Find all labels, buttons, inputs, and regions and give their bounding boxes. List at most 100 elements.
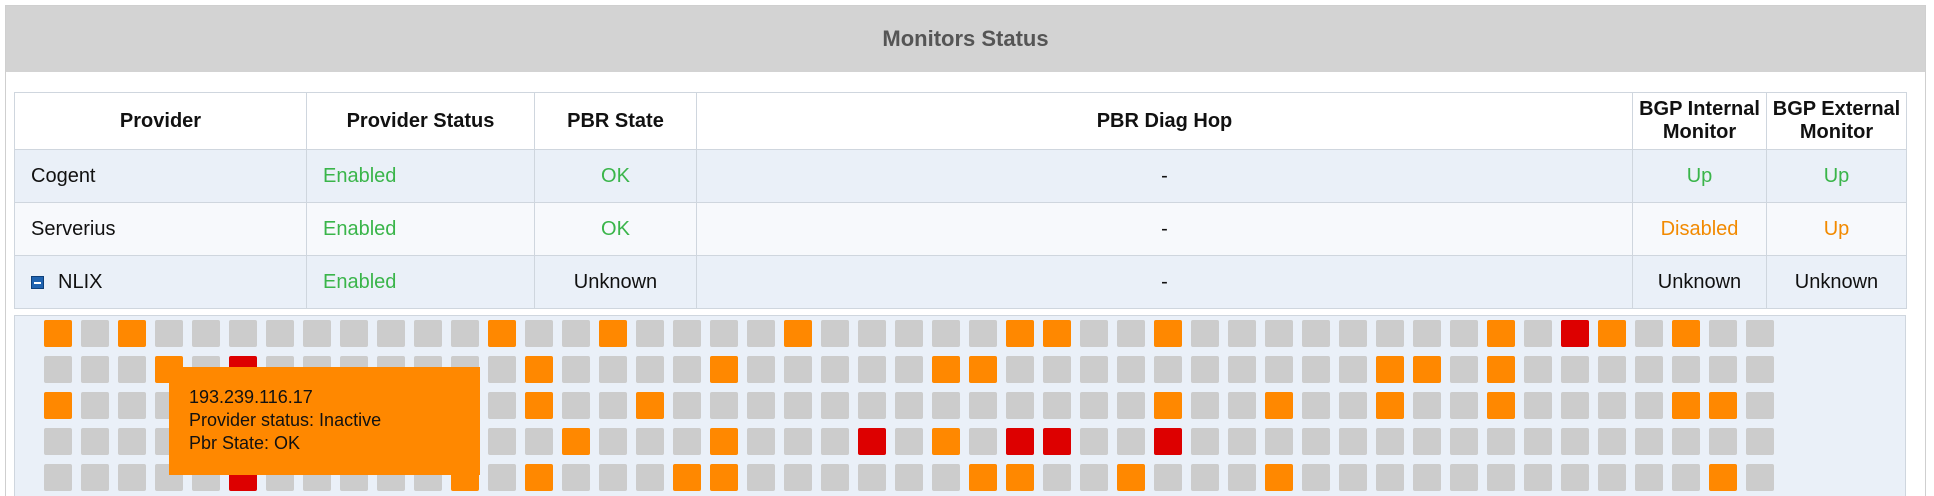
monitor-cell[interactable] xyxy=(1487,464,1515,491)
monitor-cell[interactable] xyxy=(1228,356,1256,383)
monitor-cell[interactable] xyxy=(1376,464,1404,491)
monitor-cell[interactable] xyxy=(932,320,960,347)
monitor-cell[interactable] xyxy=(747,356,775,383)
monitor-cell[interactable] xyxy=(488,356,516,383)
monitor-cell[interactable] xyxy=(44,464,72,491)
monitor-cell[interactable] xyxy=(1746,392,1774,419)
monitor-cell[interactable] xyxy=(1598,320,1626,347)
monitor-cell[interactable] xyxy=(1228,428,1256,455)
monitor-cell[interactable] xyxy=(599,320,627,347)
monitor-cell[interactable] xyxy=(784,320,812,347)
monitor-cell[interactable] xyxy=(44,320,72,347)
monitor-cell[interactable] xyxy=(525,320,553,347)
monitor-cell[interactable] xyxy=(81,464,109,491)
monitor-cell[interactable] xyxy=(1524,356,1552,383)
monitor-cell[interactable] xyxy=(81,428,109,455)
monitor-cell[interactable] xyxy=(44,428,72,455)
monitor-cell[interactable] xyxy=(599,464,627,491)
monitor-cell[interactable] xyxy=(1302,356,1330,383)
monitor-cell[interactable] xyxy=(1043,428,1071,455)
monitor-cell[interactable] xyxy=(1487,428,1515,455)
monitor-cell[interactable] xyxy=(1746,356,1774,383)
monitor-cell[interactable] xyxy=(784,392,812,419)
monitor-cell[interactable] xyxy=(1080,428,1108,455)
monitor-cell[interactable] xyxy=(1339,464,1367,491)
monitor-cell[interactable] xyxy=(1635,428,1663,455)
monitor-cell[interactable] xyxy=(1746,428,1774,455)
monitor-cell[interactable] xyxy=(1561,320,1589,347)
monitor-cell[interactable] xyxy=(1080,356,1108,383)
monitor-cell[interactable] xyxy=(1450,428,1478,455)
monitor-cell[interactable] xyxy=(118,464,146,491)
monitor-cell[interactable] xyxy=(932,464,960,491)
monitor-cell[interactable] xyxy=(562,464,590,491)
monitor-cell[interactable] xyxy=(1672,392,1700,419)
monitor-cell[interactable] xyxy=(636,320,664,347)
monitor-cell[interactable] xyxy=(1524,392,1552,419)
monitor-cell[interactable] xyxy=(1450,392,1478,419)
monitor-cell[interactable] xyxy=(44,392,72,419)
monitor-cell[interactable] xyxy=(1413,428,1441,455)
monitor-cell[interactable] xyxy=(1302,392,1330,419)
monitor-cell[interactable] xyxy=(1228,320,1256,347)
monitor-cell[interactable] xyxy=(377,320,405,347)
monitor-cell[interactable] xyxy=(969,320,997,347)
monitor-cell[interactable] xyxy=(414,320,442,347)
monitor-cell[interactable] xyxy=(488,464,516,491)
monitor-cell[interactable] xyxy=(1006,356,1034,383)
monitor-cell[interactable] xyxy=(562,428,590,455)
monitor-cell[interactable] xyxy=(1339,320,1367,347)
monitor-cell[interactable] xyxy=(1043,392,1071,419)
monitor-cell[interactable] xyxy=(1117,392,1145,419)
monitor-cell[interactable] xyxy=(1154,428,1182,455)
monitor-cell[interactable] xyxy=(1154,392,1182,419)
monitor-cell[interactable] xyxy=(710,464,738,491)
monitor-cell[interactable] xyxy=(1117,356,1145,383)
monitor-cell[interactable] xyxy=(858,428,886,455)
monitor-cell[interactable] xyxy=(1709,464,1737,491)
monitor-cell[interactable] xyxy=(1228,464,1256,491)
monitor-cell[interactable] xyxy=(1709,356,1737,383)
monitor-cell[interactable] xyxy=(229,320,257,347)
monitor-cell[interactable] xyxy=(1265,464,1293,491)
monitor-cell[interactable] xyxy=(451,320,479,347)
monitor-cell[interactable] xyxy=(1376,320,1404,347)
monitor-cell[interactable] xyxy=(1672,464,1700,491)
monitor-cell[interactable] xyxy=(1487,356,1515,383)
monitor-cell[interactable] xyxy=(1598,392,1626,419)
monitor-cell[interactable] xyxy=(81,356,109,383)
monitor-cell[interactable] xyxy=(1265,428,1293,455)
monitor-cell[interactable] xyxy=(525,356,553,383)
monitor-cell[interactable] xyxy=(1191,428,1219,455)
monitor-cell[interactable] xyxy=(303,320,331,347)
monitor-cell[interactable] xyxy=(747,320,775,347)
monitor-cell[interactable] xyxy=(784,428,812,455)
monitor-cell[interactable] xyxy=(1746,464,1774,491)
monitor-cell[interactable] xyxy=(1154,464,1182,491)
monitor-cell[interactable] xyxy=(1709,392,1737,419)
monitor-cell[interactable] xyxy=(1339,428,1367,455)
monitor-cell[interactable] xyxy=(636,356,664,383)
monitor-cell[interactable] xyxy=(599,428,627,455)
monitor-cell[interactable] xyxy=(710,320,738,347)
monitor-cell[interactable] xyxy=(858,392,886,419)
monitor-cell[interactable] xyxy=(1672,428,1700,455)
monitor-cell[interactable] xyxy=(1413,356,1441,383)
monitor-cell[interactable] xyxy=(747,428,775,455)
monitor-cell[interactable] xyxy=(784,464,812,491)
monitor-cell[interactable] xyxy=(1635,356,1663,383)
monitor-cell[interactable] xyxy=(599,356,627,383)
monitor-cell[interactable] xyxy=(562,392,590,419)
monitor-cell[interactable] xyxy=(1561,392,1589,419)
monitor-cell[interactable] xyxy=(525,464,553,491)
monitor-cell[interactable] xyxy=(636,464,664,491)
monitor-cell[interactable] xyxy=(1339,392,1367,419)
monitor-cell[interactable] xyxy=(1450,320,1478,347)
monitor-cell[interactable] xyxy=(1154,356,1182,383)
monitor-cell[interactable] xyxy=(562,356,590,383)
monitor-cell[interactable] xyxy=(81,392,109,419)
monitor-cell[interactable] xyxy=(118,392,146,419)
monitor-cell[interactable] xyxy=(1265,392,1293,419)
monitor-cell[interactable] xyxy=(1561,356,1589,383)
monitor-cell[interactable] xyxy=(1191,320,1219,347)
